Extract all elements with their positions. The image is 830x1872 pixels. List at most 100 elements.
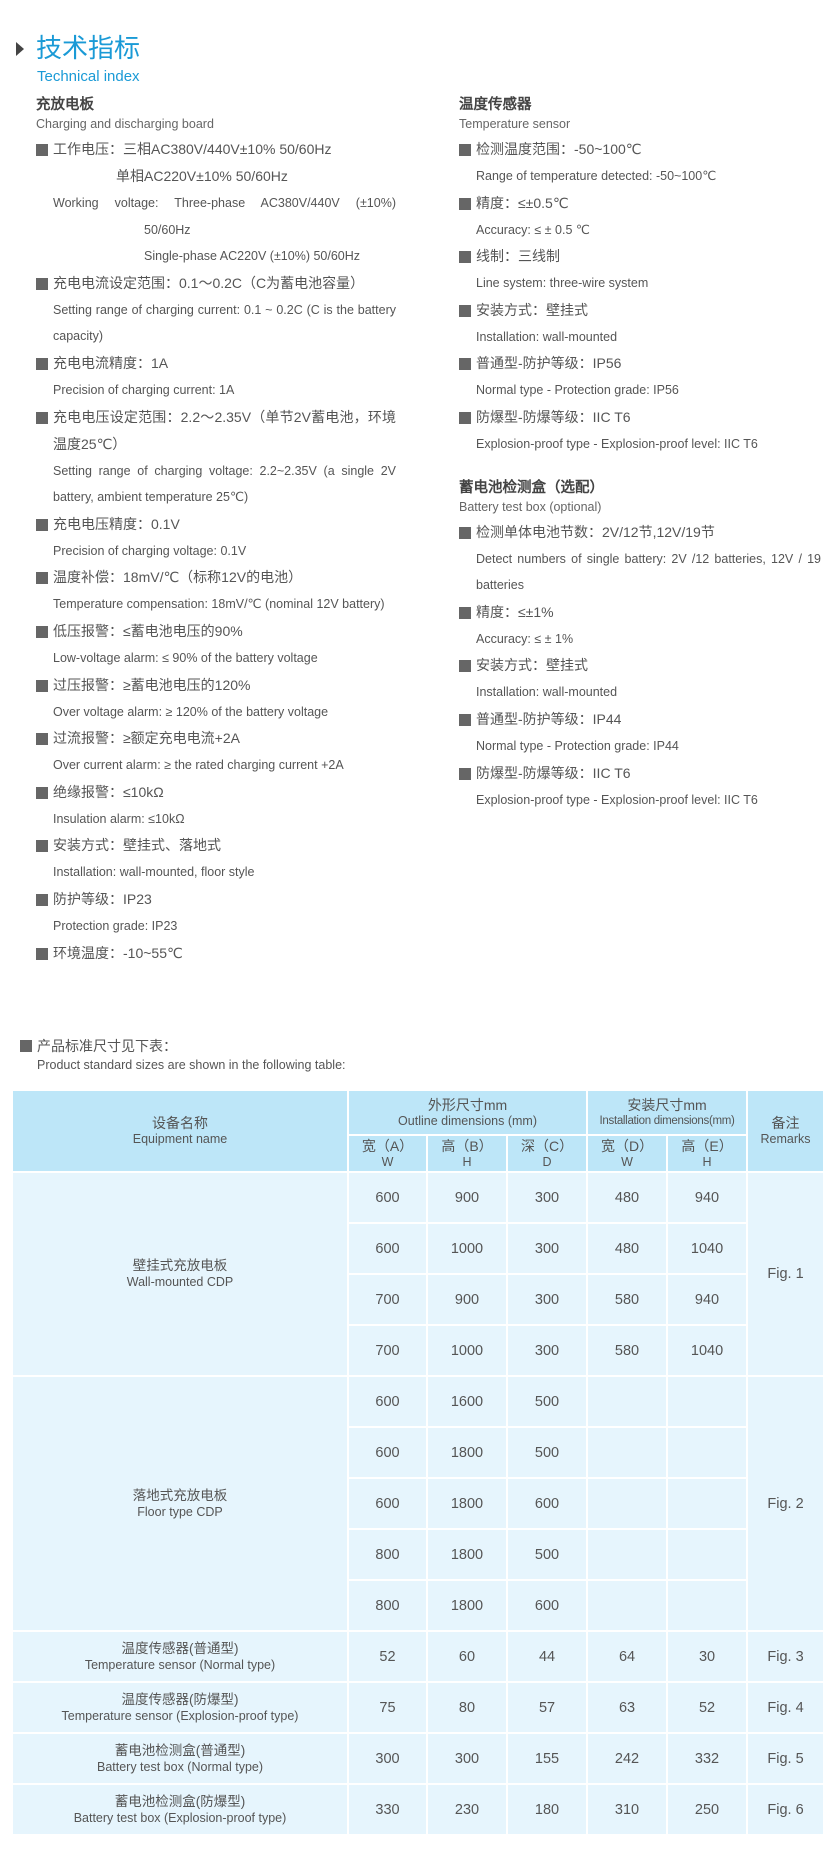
- spec-en: Over voltage alarm: ≥ 120% of the batter…: [53, 704, 329, 719]
- bullet-square-icon: [459, 606, 471, 619]
- header-dimension: 高（E） H: [666, 1134, 749, 1173]
- equipment-name-cell: 蓄电池检测盒(普通型) Battery test box (Normal type…: [11, 1732, 349, 1785]
- spec-zh: 防护等级：IP23: [53, 890, 152, 907]
- spec-item: 安装方式：壁挂式 Installation: wall-mounted: [459, 297, 821, 351]
- dimension-cell: 1040: [666, 1324, 749, 1377]
- spec-item: 防爆型-防爆等级：IIC T6 Explosion-proof type - Ex…: [459, 760, 821, 814]
- spec-zh: 充电电流设定范围：0.1～0.2C（C为蓄电池容量）: [53, 274, 365, 291]
- spec-en: Normal type - Protection grade: IP56: [476, 383, 679, 398]
- page-subtitle: Technical index: [37, 68, 140, 85]
- section-heading: 蓄电池检测盒（选配）: [459, 479, 604, 496]
- header-installation: 安装尺寸mm Installation dimensions(mm): [586, 1089, 749, 1136]
- spec-en: 50/60Hz: [144, 222, 191, 237]
- bullet-square-icon: [459, 660, 471, 673]
- dimension-cell: 300: [347, 1732, 428, 1785]
- dimension-cell: 44: [505, 1630, 589, 1683]
- bullet-square-icon: [36, 625, 48, 638]
- sensor-and-battery-spec: 温度传感器 Temperature sensor 检测温度范围：-50~100℃…: [459, 95, 821, 813]
- spec-item: 过流报警：≥额定充电电流+2A Over current alarm: ≥ the…: [36, 725, 396, 779]
- dimension-cell: 300: [505, 1171, 589, 1224]
- dimension-cell: 1040: [666, 1222, 749, 1275]
- spec-en: Accuracy: ≤ ± 0.5 ℃: [476, 222, 590, 237]
- table-row: 温度传感器(防爆型) Temperature sensor (Explosion-…: [11, 1681, 826, 1734]
- dimension-cell: 700: [347, 1273, 428, 1326]
- dimension-cell: 57: [505, 1681, 589, 1734]
- spec-zh: 单相AC220V±10% 50/60Hz: [116, 168, 288, 184]
- spec-zh-row: 普通型-防护等级：IP56: [459, 350, 821, 377]
- spec-zh: 防爆型-防爆等级：IIC T6: [476, 764, 631, 781]
- bullet-square-icon: [36, 144, 48, 156]
- dimension-cell: 330: [347, 1783, 428, 1836]
- dimension-cell: 75: [347, 1681, 428, 1734]
- dimension-cell: 580: [586, 1273, 669, 1326]
- dimension-cell: 480: [586, 1222, 669, 1275]
- dimension-cell: 800: [347, 1579, 428, 1632]
- spec-en: Detect numbers of single battery: 2V /12…: [476, 551, 821, 593]
- spec-en: Installation: wall-mounted, floor style: [53, 865, 255, 880]
- spec-zh: 低压报警：≤蓄电池电压的90%: [53, 622, 243, 639]
- spec-item: 充电电压设定范围：2.2～2.35V（单节2V蓄电池，环境温度25℃） Setti…: [36, 404, 396, 511]
- spec-en: Over current alarm: ≥ the rated charging…: [53, 758, 344, 773]
- section-heading-en: Charging and discharging board: [36, 117, 214, 131]
- bullet-square-icon: [459, 251, 471, 264]
- dimension-cell: 600: [347, 1222, 428, 1275]
- spec-zh: 安装方式：壁挂式: [476, 657, 588, 674]
- spec-item: 温度补偿：18mV/℃（标称12V的电池） Temperature compens…: [36, 564, 396, 618]
- size-table: 设备名称 Equipment name 外形尺寸mm Outline dimensi…: [11, 1089, 826, 1836]
- spec-en: Setting range of charging current: 0.1 ~…: [53, 302, 396, 344]
- dimension-cell: 1600: [426, 1375, 508, 1428]
- spec-item: 充电电流设定范围：0.1～0.2C（C为蓄电池容量） Setting range …: [36, 270, 396, 350]
- bullet-square-icon: [36, 411, 48, 424]
- section-heading-en: Battery test box (optional): [459, 499, 602, 514]
- spec-item: 普通型-防护等级：IP44 Normal type - Protection gr…: [459, 706, 821, 760]
- bullet-square-icon: [36, 893, 48, 906]
- spec-zh-row: 充电电压精度：0.1V: [36, 511, 396, 538]
- spec-en: Range of temperature detected: -50~100℃: [476, 169, 717, 183]
- spec-zh-row: 绝缘报警：≤10kΩ: [36, 779, 396, 806]
- header-equipment-name: 设备名称 Equipment name: [11, 1089, 349, 1173]
- dimension-cell: 1800: [426, 1426, 508, 1479]
- bullet-square-icon: [36, 572, 48, 585]
- table-row: 700 1000 300 580 1040: [12, 1324, 824, 1377]
- bullet-square-icon: [20, 1040, 32, 1052]
- bullet-square-icon: [36, 518, 48, 531]
- spec-en: Setting range of charging voltage: 2.2~2…: [53, 463, 396, 505]
- header-remarks: 备注 Remarks: [746, 1089, 826, 1173]
- dimension-cell: 60: [426, 1630, 508, 1683]
- dimension-cell: 1000: [426, 1324, 508, 1377]
- dimension-cell: 900: [426, 1171, 508, 1224]
- dimension-cell: [666, 1477, 749, 1530]
- bullet-square-icon: [459, 713, 471, 726]
- dimension-cell: 600: [347, 1477, 428, 1530]
- dimension-cell: 1800: [426, 1528, 508, 1581]
- spec-zh-row: 充电电流精度：1A: [36, 350, 396, 377]
- dimension-cell: 250: [666, 1783, 749, 1836]
- spec-item: 环境温度：-10~55℃: [36, 940, 396, 967]
- spec-item: 安装方式：壁挂式 Installation: wall-mounted: [459, 652, 821, 706]
- spec-zh: 充电电压设定范围：2.2～2.35V（单节2V蓄电池，环境温度25℃）: [53, 408, 396, 452]
- bullet-square-icon: [459, 197, 471, 210]
- spec-en: Explosion-proof type - Explosion-proof l…: [476, 792, 758, 807]
- spec-en: Insulation alarm: ≤10kΩ: [53, 811, 185, 826]
- spec-zh-row: 过流报警：≥额定充电电流+2A: [36, 725, 396, 752]
- spec-zh: 过流报警：≥额定充电电流+2A: [53, 730, 240, 747]
- spec-zh: 绝缘报警：≤10kΩ: [53, 783, 164, 800]
- triangle-right-icon: [16, 42, 24, 56]
- spec-zh-row: 环境温度：-10~55℃: [36, 940, 396, 967]
- dimension-cell: 580: [586, 1324, 669, 1377]
- bullet-square-icon: [459, 526, 471, 539]
- dimension-cell: 300: [505, 1324, 589, 1377]
- spec-zh: 安装方式：壁挂式: [476, 301, 588, 318]
- dimension-cell: 30: [666, 1630, 749, 1683]
- spec-zh: 检测单体电池节数：2V/12节,12V/19节: [476, 523, 715, 540]
- note-en: Product standard sizes are shown in the …: [37, 1058, 346, 1072]
- page-title: 技术指标: [36, 33, 141, 63]
- spec-item: 普通型-防护等级：IP56 Normal type - Protection gr…: [459, 350, 821, 404]
- dimension-cell: 63: [586, 1681, 669, 1734]
- spec-item: 防爆型-防爆等级：IIC T6 Explosion-proof type - Ex…: [459, 404, 821, 458]
- dimension-cell: 52: [666, 1681, 749, 1734]
- dimension-cell: [666, 1375, 749, 1428]
- equipment-name-cell: 壁挂式充放电板 Wall-mounted CDP: [11, 1171, 349, 1377]
- header-dimension: 深（C） D: [505, 1134, 589, 1173]
- dimension-cell: 600: [505, 1579, 589, 1632]
